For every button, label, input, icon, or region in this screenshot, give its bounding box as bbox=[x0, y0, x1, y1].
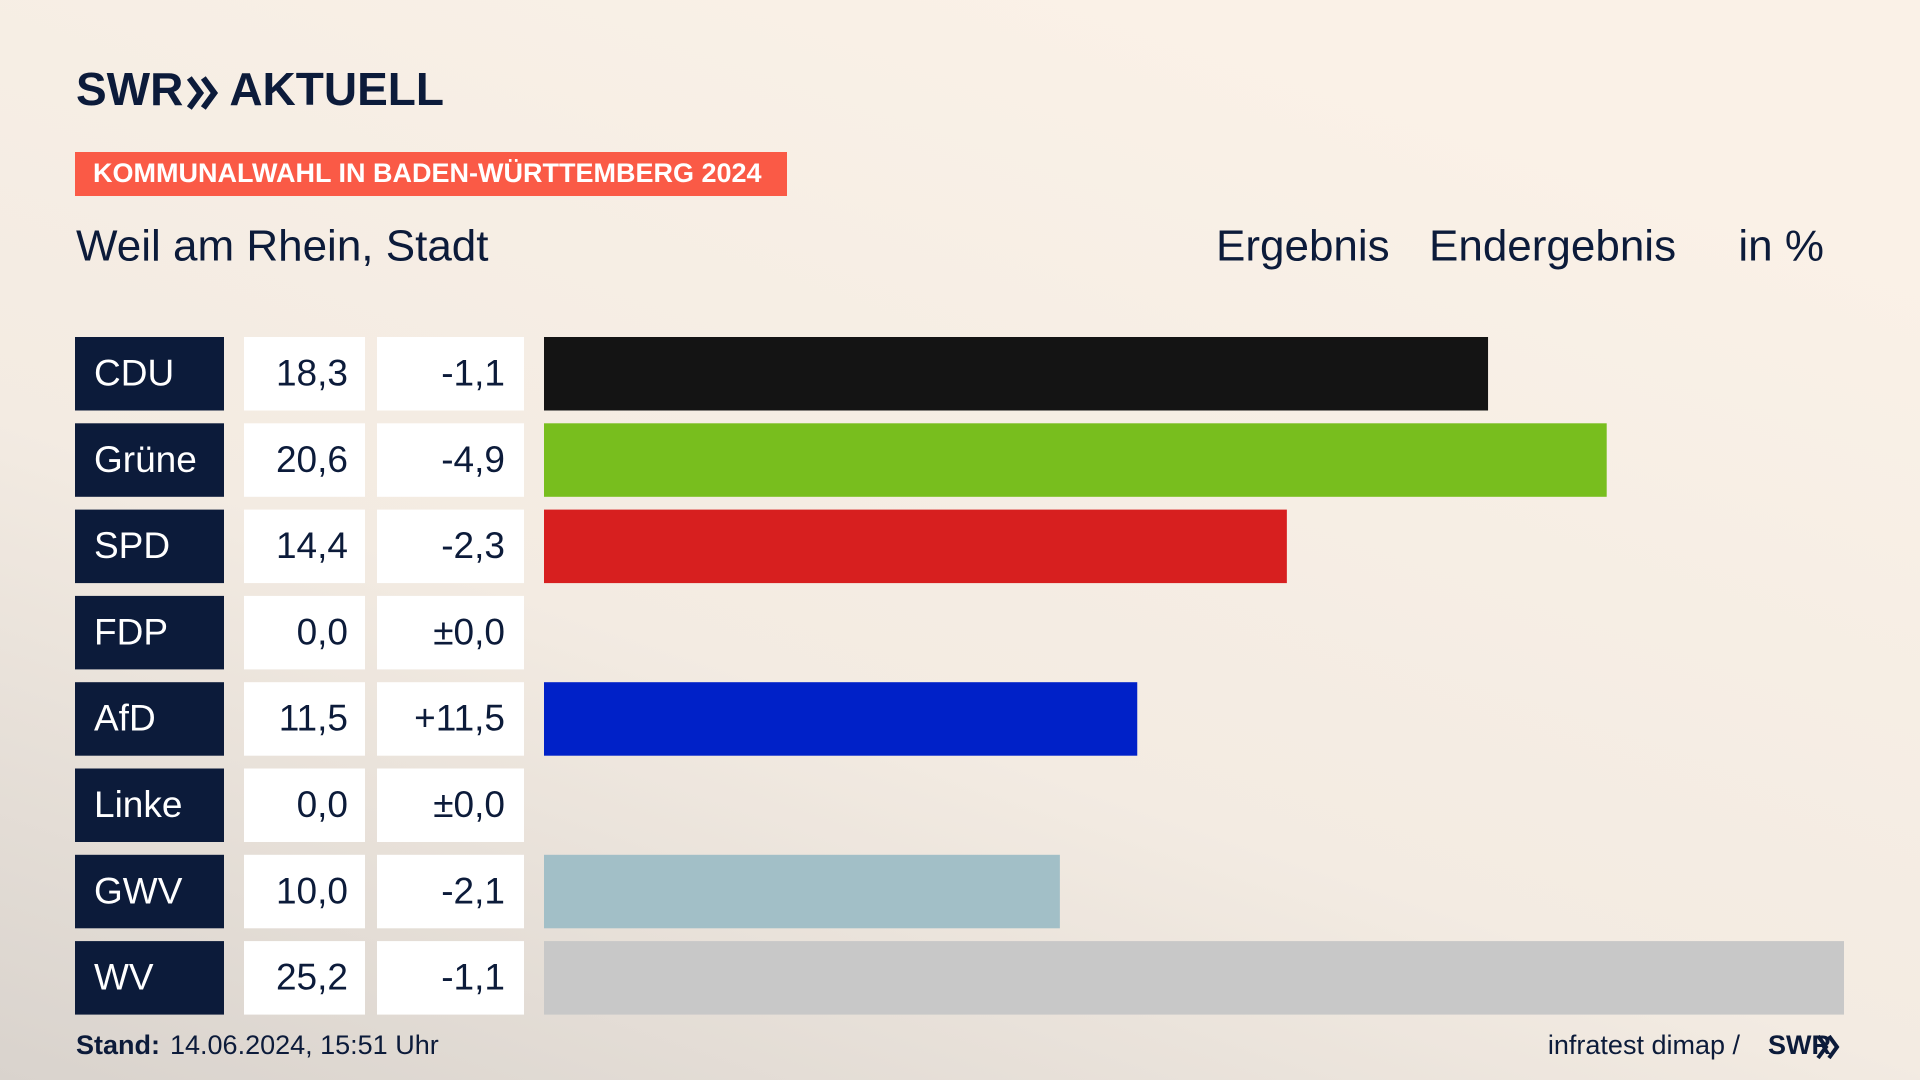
bar bbox=[544, 509, 1287, 584]
footer-date: 14.06.2024, 15:51 Uhr bbox=[170, 1030, 439, 1060]
value-label: 0,0 bbox=[297, 611, 348, 652]
party-label: SPD bbox=[94, 525, 170, 566]
value-label: 10,0 bbox=[276, 870, 348, 911]
value-label: 25,2 bbox=[276, 957, 348, 998]
logo-chevron bbox=[200, 76, 219, 110]
logo-name: AKTUELL bbox=[229, 63, 444, 115]
logo-brand: SWR bbox=[76, 63, 183, 115]
party-label: Grüne bbox=[94, 439, 197, 480]
party-box bbox=[75, 768, 224, 842]
bar bbox=[544, 941, 1844, 1015]
party-label: GWV bbox=[94, 870, 183, 911]
chart-title: Weil am Rhein, Stadt bbox=[76, 222, 488, 271]
change-label: -1,1 bbox=[441, 957, 505, 998]
value-label: 18,3 bbox=[276, 353, 348, 394]
change-box bbox=[377, 337, 524, 411]
footer-source: infratest dimap / bbox=[1548, 1030, 1741, 1060]
party-box bbox=[75, 595, 224, 670]
header: Ergebnis bbox=[1216, 222, 1390, 271]
value-label: 14,4 bbox=[276, 525, 348, 566]
change-label: ±0,0 bbox=[433, 784, 505, 825]
change-box bbox=[377, 423, 524, 497]
change-box bbox=[377, 509, 524, 584]
value-box bbox=[244, 941, 365, 1015]
chevron bbox=[1827, 1034, 1840, 1060]
change-box bbox=[377, 941, 524, 1015]
change-box bbox=[377, 854, 524, 929]
chevron bbox=[1816, 1034, 1829, 1060]
value-box bbox=[244, 423, 365, 497]
header: Endergebnis bbox=[1429, 222, 1676, 271]
bar bbox=[544, 423, 1607, 497]
bar bbox=[544, 337, 1489, 411]
change-box bbox=[377, 595, 524, 670]
change-box bbox=[377, 682, 524, 756]
change-box bbox=[377, 768, 524, 842]
banner: KOMMUNALWAHL IN BADEN-WÜRTTEMBERG 2024 bbox=[93, 158, 762, 188]
header: in % bbox=[1738, 222, 1824, 271]
party-label: CDU bbox=[94, 353, 174, 394]
party-box bbox=[75, 682, 224, 756]
value-box bbox=[244, 854, 365, 929]
value-box bbox=[244, 509, 365, 584]
party-box bbox=[75, 941, 224, 1015]
party-box bbox=[75, 854, 224, 929]
footer-label: Stand: bbox=[76, 1030, 160, 1060]
change-label: -4,9 bbox=[441, 439, 505, 480]
value-box bbox=[244, 768, 365, 842]
change-label: ±0,0 bbox=[433, 611, 505, 652]
party-box bbox=[75, 509, 224, 584]
change-label: -2,3 bbox=[441, 525, 505, 566]
change-label: -2,1 bbox=[441, 870, 505, 911]
bar bbox=[544, 682, 1138, 756]
party-label: Linke bbox=[94, 784, 182, 825]
change-label: -1,1 bbox=[441, 353, 505, 394]
value-box bbox=[244, 682, 365, 756]
bar bbox=[544, 854, 1060, 929]
value-box bbox=[244, 595, 365, 670]
logo-chevron bbox=[186, 76, 205, 110]
value-label: 20,6 bbox=[276, 439, 348, 480]
party-label: WV bbox=[94, 957, 154, 998]
party-label: AfD bbox=[94, 698, 156, 739]
party-label: FDP bbox=[94, 611, 168, 652]
value-box bbox=[244, 337, 365, 411]
party-box bbox=[75, 423, 224, 497]
value-label: 0,0 bbox=[297, 784, 348, 825]
value-label: 11,5 bbox=[279, 698, 348, 739]
party-box bbox=[75, 337, 224, 411]
change-label: +11,5 bbox=[414, 698, 505, 739]
banner-box bbox=[75, 152, 787, 196]
